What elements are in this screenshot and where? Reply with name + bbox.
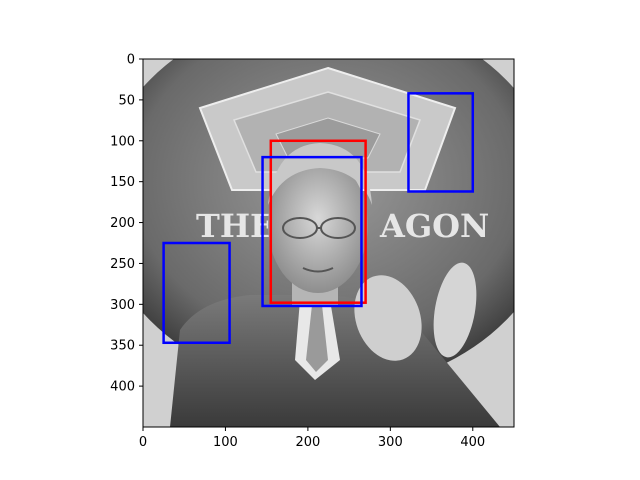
y-tick-label: 400 <box>110 380 135 395</box>
y-tick-label: 200 <box>110 216 135 231</box>
seal-lettering-right: AGON <box>379 207 489 245</box>
blue-bounding-box-3 <box>162 241 231 345</box>
x-tick-label: 100 <box>213 435 238 450</box>
x-axis-ticks: 0 100 200 300 400 <box>139 427 485 450</box>
axes-frame <box>142 58 515 428</box>
y-tick-label: 150 <box>110 175 135 190</box>
y-tick-label: 0 <box>127 53 135 68</box>
x-tick-label: 200 <box>295 435 320 450</box>
x-tick-label: 0 <box>139 435 147 450</box>
bounding-boxes <box>162 92 475 345</box>
y-tick-label: 300 <box>110 298 135 313</box>
red-bounding-box-0 <box>269 139 367 304</box>
y-tick-label: 50 <box>118 93 135 108</box>
x-tick-label: 400 <box>460 435 485 450</box>
y-tick-label: 350 <box>110 339 135 354</box>
blue-bounding-box-2 <box>407 92 475 193</box>
x-tick-label: 300 <box>378 435 403 450</box>
y-axis-ticks: 0 50 100 150 200 250 300 350 400 <box>110 53 143 395</box>
y-tick-label: 250 <box>110 257 135 272</box>
photo-image: THE AGON <box>143 59 514 427</box>
y-tick-label: 100 <box>110 134 135 149</box>
blue-bounding-box-1 <box>261 155 363 308</box>
